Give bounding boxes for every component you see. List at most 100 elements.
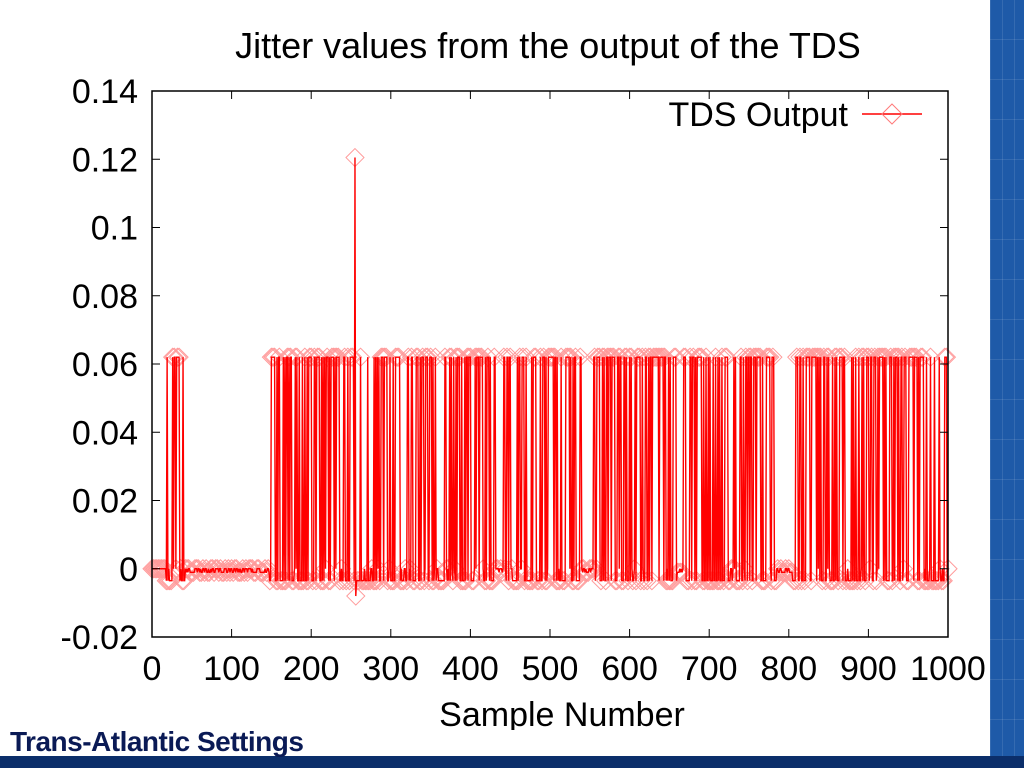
data-point-marker bbox=[346, 586, 366, 606]
data-point-marker bbox=[895, 347, 915, 367]
x-tick-label: 500 bbox=[522, 650, 579, 688]
y-axis: -0.02 0 0.02 0.04 0.06 0.08 0.1 0.12 0.14 bbox=[61, 73, 948, 657]
data-point-marker bbox=[798, 347, 818, 367]
x-axis: 0 100 200 300 400 500 600 700 800 900 1000 bbox=[143, 91, 986, 688]
data-point-marker bbox=[646, 347, 667, 367]
data-point-marker bbox=[863, 570, 883, 591]
data-point-marker bbox=[239, 559, 259, 579]
x-tick-label: 200 bbox=[283, 650, 340, 688]
y-tick-label: 0.06 bbox=[72, 346, 138, 384]
data-point-marker bbox=[419, 570, 439, 591]
slide-side-bar bbox=[990, 0, 1024, 768]
data-point-marker bbox=[412, 347, 433, 367]
chart: 0 100 200 300 400 500 600 700 800 900 1000 -0.0200… bbox=[61, 25, 986, 730]
data-point-marker bbox=[603, 347, 624, 367]
data-point-marker bbox=[643, 347, 664, 367]
data-point-marker bbox=[471, 347, 492, 367]
y-tick-label: 0.02 bbox=[72, 483, 138, 521]
slide-bottom-band bbox=[0, 756, 1024, 768]
data-point-marker bbox=[145, 559, 165, 579]
data-point-marker bbox=[775, 559, 796, 579]
data-point-marker bbox=[688, 347, 708, 367]
y-tick-label: 0.12 bbox=[72, 141, 138, 179]
x-axis-label: Sample Number bbox=[439, 696, 685, 730]
data-point-marker bbox=[143, 559, 164, 579]
data-point-marker bbox=[158, 570, 178, 591]
data-point-marker bbox=[831, 347, 852, 367]
data-point-marker bbox=[167, 347, 188, 367]
data-point-marker bbox=[911, 347, 931, 367]
data-point-marker bbox=[503, 570, 524, 591]
data-point-marker bbox=[250, 562, 270, 583]
legend-marker-swatch bbox=[881, 103, 903, 125]
data-point-marker bbox=[802, 347, 823, 367]
data-point-marker bbox=[322, 347, 342, 367]
data-point-marker bbox=[717, 347, 737, 367]
data-point-marker bbox=[519, 570, 540, 591]
data-point-marker bbox=[317, 347, 337, 367]
data-point-marker bbox=[299, 347, 320, 367]
x-tick-label: 0 bbox=[143, 650, 162, 688]
data-point-marker bbox=[548, 570, 568, 591]
data-point-marker bbox=[588, 347, 608, 367]
y-tick-label: 0.1 bbox=[91, 210, 138, 248]
data-point-marker bbox=[557, 347, 578, 367]
x-tick-label: 900 bbox=[840, 650, 897, 688]
legend: TDS Output bbox=[668, 96, 922, 134]
data-point-marker bbox=[540, 347, 560, 367]
y-tick-label: 0.14 bbox=[72, 73, 138, 111]
data-point-marker bbox=[307, 347, 328, 367]
data-point-marker bbox=[513, 347, 533, 367]
data-point-marker bbox=[341, 347, 361, 367]
data-point-marker bbox=[342, 347, 363, 367]
data-point-marker bbox=[763, 347, 783, 367]
data-point-marker bbox=[237, 562, 258, 583]
data-point-marker bbox=[376, 347, 396, 367]
data-point-marker bbox=[263, 347, 283, 367]
data-point-marker bbox=[562, 570, 582, 591]
data-point-marker bbox=[933, 570, 953, 591]
data-point-marker bbox=[629, 347, 649, 367]
data-point-marker bbox=[454, 570, 474, 591]
x-tick-label: 800 bbox=[760, 650, 817, 688]
data-point-marker bbox=[381, 570, 401, 591]
data-point-marker bbox=[498, 570, 519, 591]
data-point-marker bbox=[865, 347, 885, 367]
data-point-marker bbox=[202, 559, 223, 579]
data-point-marker bbox=[901, 347, 922, 367]
data-point-marker bbox=[518, 570, 538, 591]
data-point-marker bbox=[683, 347, 703, 367]
x-tick-label: 1000 bbox=[910, 650, 986, 688]
data-point-marker bbox=[533, 347, 554, 367]
data-point-marker bbox=[866, 570, 887, 591]
data-point-marker bbox=[880, 347, 901, 367]
data-point-marker bbox=[524, 347, 544, 367]
data-point-marker bbox=[311, 570, 331, 591]
y-tick-label: 0 bbox=[119, 551, 138, 589]
x-tick-label: 300 bbox=[362, 650, 419, 688]
data-point-marker bbox=[804, 347, 824, 367]
data-point-marker bbox=[185, 559, 205, 579]
data-point-marker bbox=[758, 347, 778, 367]
series-line bbox=[152, 157, 949, 597]
data-point-marker bbox=[627, 347, 648, 367]
data-point-marker bbox=[258, 559, 278, 579]
data-point-marker bbox=[581, 559, 602, 579]
data-point-marker bbox=[392, 570, 412, 591]
data-point-marker bbox=[642, 570, 662, 591]
data-point-marker bbox=[161, 570, 181, 591]
y-tick-label: 0.04 bbox=[72, 414, 138, 452]
data-point-marker bbox=[912, 347, 933, 367]
x-tick-label: 700 bbox=[681, 650, 738, 688]
data-point-marker bbox=[506, 570, 527, 591]
data-point-marker bbox=[207, 559, 227, 579]
data-point-marker bbox=[476, 570, 497, 591]
data-point-marker bbox=[420, 347, 441, 367]
data-point-marker bbox=[645, 347, 665, 367]
data-point-marker bbox=[478, 347, 498, 367]
slide-caption: Trans-Atlantic Settings bbox=[10, 726, 304, 757]
chart-title: Jitter values from the output of the TDS bbox=[235, 25, 861, 66]
data-point-marker bbox=[787, 347, 807, 367]
data-point-marker bbox=[218, 559, 239, 579]
data-point-marker bbox=[677, 570, 697, 591]
